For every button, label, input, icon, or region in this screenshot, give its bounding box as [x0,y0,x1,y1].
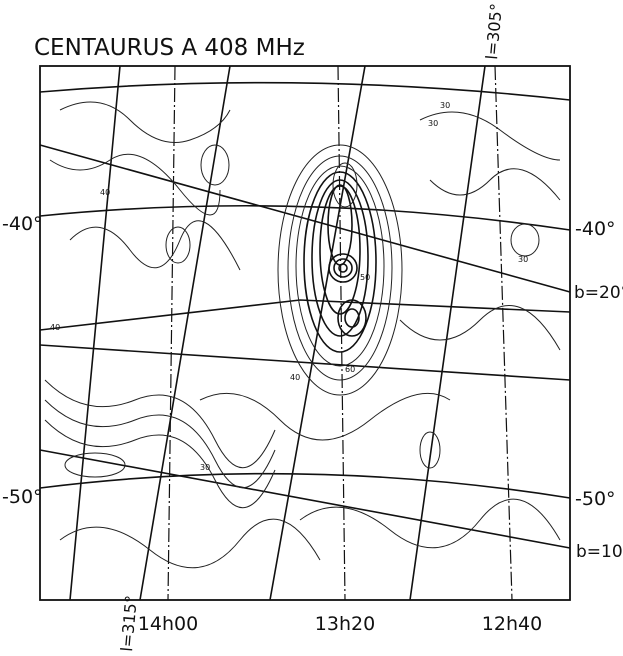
contour-label: 30 [200,463,210,472]
ra-label: 12h40 [482,613,542,635]
contour-label: 60 [345,365,355,374]
contour-label: 40 [100,188,110,197]
latitude-line [40,450,570,548]
ra-line [495,66,512,600]
declination-line [40,83,570,100]
longitude-line [410,66,485,600]
longitude-line [140,66,230,600]
contour-label: 30 [428,119,438,128]
contour-line [200,393,450,440]
declination-line [40,474,570,498]
declination-label: -40° [575,218,616,240]
contour-label: 40 [50,323,60,332]
page: CENTAURUS A 408 MHz [0,0,623,656]
contour-label: 30 [518,255,528,264]
ra-label: 13h20 [315,613,375,635]
contour-line [345,309,359,327]
contour-line [338,300,366,336]
contour-line [300,499,560,548]
contour-line [65,453,125,477]
declination-label: -50° [575,488,616,510]
longitude-line [70,66,120,600]
contour-line [50,154,220,215]
contour-label: 30 [440,101,450,110]
contour-line [60,102,230,143]
contour-line [334,259,352,277]
contour-line [400,305,560,350]
map-frame [40,66,570,600]
contour-map: CENTAURUS A 408 MHz [0,0,623,656]
declination-label: -50° [2,486,43,508]
ra-line [168,66,175,600]
contour-line [511,224,539,256]
contour-line [333,163,357,207]
contour-line [430,169,560,200]
contour-label: 50 [360,273,370,282]
latitude-label: b=10° [576,542,623,562]
declination-label: -40° [2,213,43,235]
longitude-label: l=305° [482,3,506,61]
contour-label: 40 [290,373,300,382]
contour-line [60,519,320,568]
contour-line [70,221,240,270]
map-title: CENTAURUS A 408 MHz [34,35,305,61]
contour-line [420,112,560,160]
latitude-label: b=20° [574,283,623,303]
ra-label: 14h00 [138,613,198,635]
